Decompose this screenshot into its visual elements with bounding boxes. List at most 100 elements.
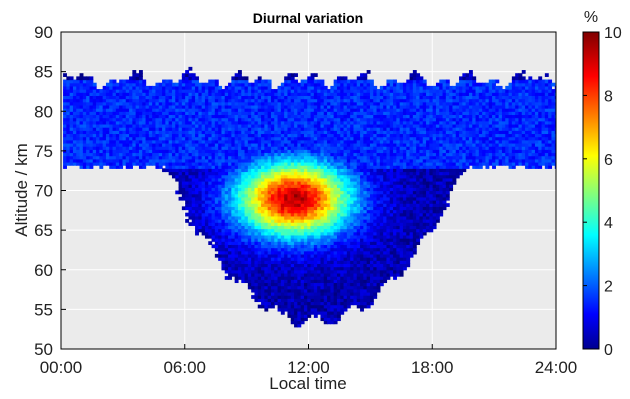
heatmap-cell — [264, 85, 269, 90]
heatmap-cell — [277, 85, 282, 90]
heatmap-cell — [360, 85, 364, 90]
heatmap-cell — [188, 104, 193, 109]
heatmap-cell — [241, 123, 246, 128]
heatmap-cell — [257, 193, 262, 198]
heatmap-cell — [350, 158, 355, 163]
heatmap-cell — [135, 158, 140, 163]
heatmap-cell — [369, 272, 374, 277]
heatmap-cell — [336, 184, 341, 188]
heatmap-cell — [237, 215, 242, 220]
heatmap-cell — [218, 193, 223, 198]
heatmap-cell — [135, 111, 140, 116]
heatmap-cell — [251, 272, 256, 277]
heatmap-cell — [267, 212, 272, 217]
heatmap-cell — [270, 193, 275, 198]
heatmap-cell — [261, 269, 265, 274]
heatmap-cell — [350, 266, 355, 271]
heatmap-cell — [373, 130, 378, 135]
heatmap-cell — [82, 76, 87, 81]
heatmap-cell — [287, 288, 292, 293]
heatmap-cell — [350, 241, 355, 245]
heatmap-cell — [241, 142, 246, 147]
heatmap-cell — [264, 304, 269, 309]
heatmap-cell — [257, 282, 262, 287]
heatmap-cell — [72, 155, 77, 160]
heatmap-cell — [231, 89, 236, 93]
heatmap-cell — [142, 161, 147, 166]
heatmap-cell — [336, 295, 341, 299]
heatmap-cell — [218, 85, 223, 90]
heatmap-cell — [224, 193, 229, 198]
heatmap-cell — [138, 130, 143, 135]
heatmap-cell — [356, 215, 361, 220]
heatmap-cell — [346, 187, 351, 192]
heatmap-cell — [274, 269, 279, 274]
heatmap-cell — [89, 127, 94, 131]
heatmap-cell — [221, 123, 226, 128]
heatmap-cell — [284, 291, 289, 296]
heatmap-cell — [336, 285, 341, 290]
heatmap-cell — [323, 307, 328, 312]
heatmap-cell — [251, 123, 256, 128]
heatmap-cell — [112, 95, 117, 100]
heatmap-cell — [247, 120, 252, 125]
heatmap-cell — [277, 257, 282, 261]
heatmap-cell — [307, 304, 312, 309]
heatmap-cell — [300, 219, 305, 223]
heatmap-cell — [168, 95, 173, 100]
heatmap-cell — [105, 95, 110, 100]
heatmap-cell — [290, 95, 295, 100]
heatmap-cell — [340, 291, 345, 296]
heatmap-cell — [297, 231, 302, 236]
heatmap-cell — [360, 76, 364, 81]
heatmap-cell — [287, 98, 292, 103]
heatmap-cell — [195, 209, 199, 214]
heatmap-cell — [191, 123, 196, 128]
heatmap-cell — [290, 101, 295, 106]
heatmap-cell — [317, 269, 322, 274]
heatmap-cell — [76, 123, 81, 128]
heatmap-cell — [346, 139, 351, 144]
heatmap-cell — [181, 155, 186, 160]
heatmap-cell — [327, 209, 331, 214]
heatmap-cell — [198, 174, 203, 179]
heatmap-cell — [307, 238, 312, 242]
heatmap-cell — [320, 269, 325, 274]
heatmap-cell — [360, 304, 364, 309]
heatmap-cell — [211, 215, 216, 220]
heatmap-cell — [92, 155, 97, 160]
heatmap-cell — [353, 79, 358, 84]
heatmap-cell — [138, 123, 143, 128]
heatmap-cell — [251, 95, 256, 100]
heatmap-cell — [218, 212, 223, 217]
heatmap-cell — [297, 196, 302, 201]
heatmap-cell — [303, 234, 308, 239]
heatmap-cell — [125, 82, 130, 87]
heatmap-cell — [168, 120, 173, 125]
heatmap-cell — [267, 269, 272, 274]
heatmap-cell — [317, 142, 322, 147]
heatmap-cell — [214, 171, 219, 176]
heatmap-cell — [224, 206, 229, 211]
heatmap-cell — [280, 120, 285, 125]
heatmap-cell — [327, 244, 331, 249]
heatmap-cell — [208, 225, 213, 230]
heatmap-cell — [310, 257, 315, 261]
heatmap-cell — [346, 123, 351, 128]
heatmap-cell — [369, 184, 374, 188]
heatmap-cell — [195, 101, 199, 106]
heatmap-cell — [353, 241, 358, 245]
heatmap-cell — [290, 200, 295, 204]
heatmap-cell — [76, 127, 81, 131]
heatmap-cell — [346, 146, 351, 150]
heatmap-cell — [303, 190, 308, 195]
heatmap-cell — [138, 127, 143, 131]
heatmap-cell — [112, 161, 117, 166]
heatmap-cell — [185, 120, 190, 125]
heatmap-cell — [211, 108, 216, 112]
heatmap-cell — [307, 136, 312, 141]
heatmap-cell — [221, 196, 226, 201]
heatmap-cell — [350, 89, 355, 93]
heatmap-cell — [343, 241, 348, 245]
heatmap-cell — [234, 177, 239, 182]
